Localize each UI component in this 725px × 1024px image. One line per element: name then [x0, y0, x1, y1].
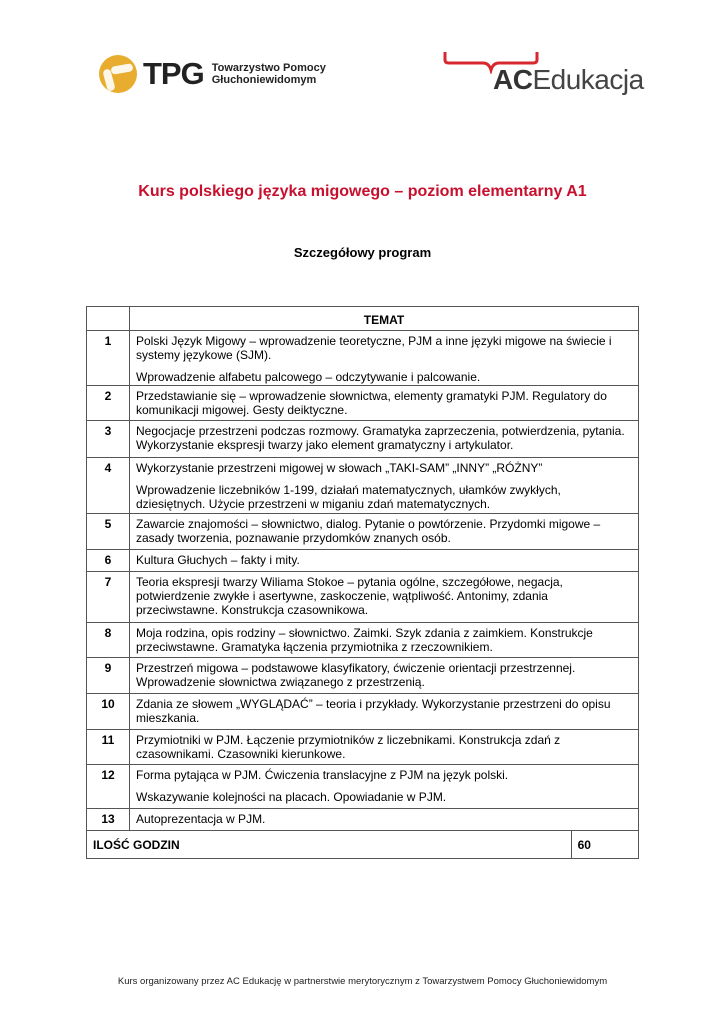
row-topic: Wykorzystanie przestrzeni migowej w słow…	[129, 457, 639, 514]
row-topic: Negocjacje przestrzeni podczas rozmowy. …	[129, 420, 639, 458]
table-header-row: TEMAT	[86, 306, 639, 331]
table-row: 7 Teoria ekspresji twarzy Wiliama Stokoe …	[86, 571, 639, 623]
row-number: 12	[86, 764, 130, 809]
table-row: 10 Zdania ze słowem „WYGLĄDAĆ” – teoria i…	[86, 693, 639, 730]
topic-paragraph: Wprowadzenie alfabetu palcowego – odczyt…	[136, 370, 481, 384]
topic-paragraph: Wykorzystanie przestrzeni migowej w słow…	[136, 461, 543, 475]
row-topic: Polski Język Migowy – wprowadzenie teore…	[129, 330, 639, 386]
row-topic: Przestrzeń migowa – podstawowe klasyfika…	[129, 657, 639, 694]
topic-paragraph: Autoprezentacja w PJM.	[136, 812, 266, 826]
topic-paragraph: Teoria ekspresji twarzy Wiliama Stokoe –…	[136, 575, 563, 617]
topic-paragraph: Przymiotniki w PJM. Łączenie przymiotnik…	[136, 733, 561, 761]
brace-logo-icon	[443, 52, 539, 76]
program-table: TEMAT 1 Polski Język Migowy – wprowadzeni…	[86, 306, 640, 859]
page-footer: Kurs organizowany przez AC Edukację w pa…	[117, 976, 608, 987]
row-number: 2	[86, 385, 130, 421]
table-row: 11 Przymiotniki w PJM. Łączenie przymiotn…	[86, 729, 639, 765]
row-topic: Zdania ze słowem „WYGLĄDAĆ” – teoria i p…	[129, 693, 639, 730]
tpg-logo: TPG Towarzystwo Pomocy Głuchoniewidomym	[99, 55, 326, 93]
table-row: 5 Zawarcie znajomości – słownictwo, dialo…	[86, 513, 639, 550]
topic-paragraph: Przestrzeń migowa – podstawowe klasyfika…	[136, 661, 576, 689]
row-number: 5	[86, 513, 130, 550]
row-topic: Kultura Głuchych – fakty i mity.	[129, 549, 639, 572]
row-topic: Forma pytająca w PJM. Ćwiczenia translac…	[129, 764, 639, 809]
row-number: 1	[86, 330, 130, 386]
total-hours-label: ILOŚĆ GODZIN	[86, 830, 572, 859]
row-topic: Zawarcie znajomości – słownictwo, dialog…	[129, 513, 639, 550]
topic-paragraph: Forma pytająca w PJM. Ćwiczenia translac…	[136, 768, 509, 782]
total-hours-value: 60	[570, 830, 640, 859]
row-number: 10	[86, 693, 130, 730]
topic-paragraph: Wskazywanie kolejności na placach. Opowi…	[136, 790, 447, 804]
topic-paragraph: Polski Język Migowy – wprowadzenie teore…	[136, 334, 612, 362]
row-topic: Przymiotniki w PJM. Łączenie przymiotnik…	[129, 729, 639, 765]
total-hours-row: ILOŚĆ GODZIN 60	[86, 830, 640, 859]
acedukacja-logo: ACEdukacja	[443, 50, 644, 95]
topic-paragraph: Przedstawianie się – wprowadzenie słowni…	[136, 389, 607, 417]
table-row: 8 Moja rodzina, opis rodziny – słownictwo…	[86, 622, 639, 658]
table-row: 2 Przedstawianie się – wprowadzenie słown…	[86, 385, 639, 421]
topic-paragraph: Wprowadzenie liczebników 1-199, działań …	[136, 483, 561, 511]
row-number: 4	[86, 457, 130, 514]
row-number: 13	[86, 808, 130, 831]
row-number: 6	[86, 549, 130, 572]
topic-paragraph: Negocjacje przestrzeni podczas rozmowy. …	[136, 424, 625, 452]
topic-paragraph: Moja rodzina, opis rodziny – słownictwo.…	[136, 626, 593, 654]
column-header-temat: TEMAT	[129, 306, 639, 331]
topic-paragraph: Kultura Głuchych – fakty i mity.	[136, 553, 300, 567]
topic-paragraph: Zdania ze słowem „WYGLĄDAĆ” – teoria i p…	[136, 697, 611, 725]
table-row: 4 Wykorzystanie przestrzeni migowej w sło…	[86, 457, 639, 514]
topic-paragraph: Zawarcie znajomości – słownictwo, dialog…	[136, 517, 601, 545]
row-number: 8	[86, 622, 130, 658]
table-row: 3 Negocjacje przestrzeni podczas rozmowy.…	[86, 420, 639, 458]
row-topic: Teoria ekspresji twarzy Wiliama Stokoe –…	[129, 571, 639, 623]
row-number: 11	[86, 729, 130, 765]
row-number: 9	[86, 657, 130, 694]
row-number: 3	[86, 420, 130, 458]
row-number: 7	[86, 571, 130, 623]
table-row: 1 Polski Język Migowy – wprowadzenie teor…	[86, 330, 639, 386]
row-topic: Przedstawianie się – wprowadzenie słowni…	[129, 385, 639, 421]
table-row: 6 Kultura Głuchych – fakty i mity.	[86, 549, 639, 572]
row-topic: Autoprezentacja w PJM.	[129, 808, 639, 831]
row-topic: Moja rodzina, opis rodziny – słownictwo.…	[129, 622, 639, 658]
subtitle: Szczegółowy program	[293, 245, 432, 260]
table-row: 9 Przestrzeń migowa – podstawowe klasyfik…	[86, 657, 639, 694]
table-row: 13 Autoprezentacja w PJM.	[86, 808, 639, 831]
hands-logo-icon	[99, 55, 137, 93]
page-title: Kurs polskiego języka migowego – poziom …	[138, 183, 587, 200]
table-row: 12 Forma pytająca w PJM. Ćwiczenia transl…	[86, 764, 639, 809]
